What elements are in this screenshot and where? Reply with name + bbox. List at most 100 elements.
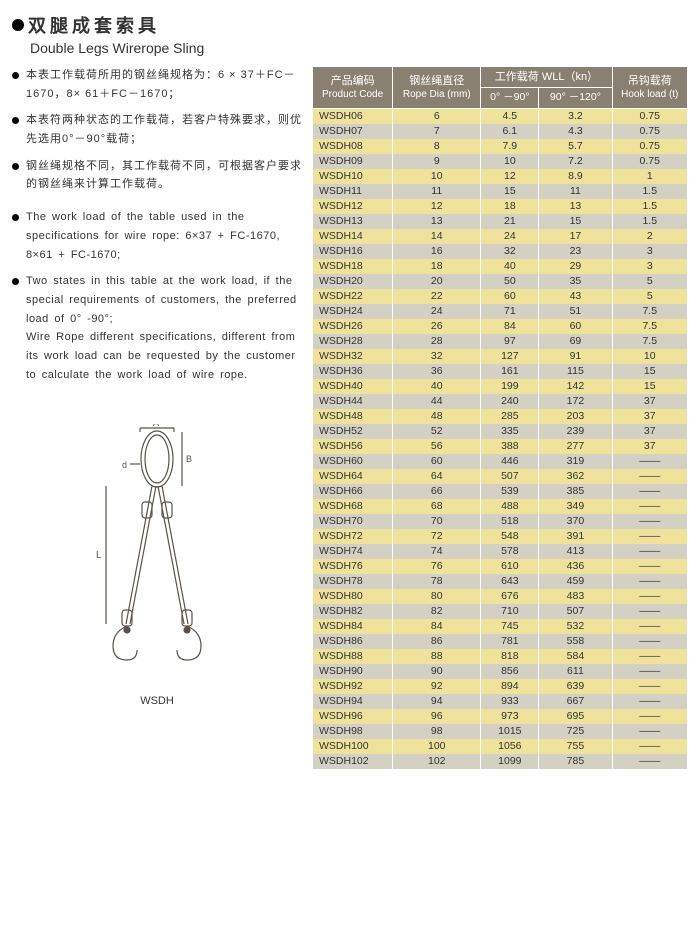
table-cell: WSDH66 [313, 484, 393, 499]
table-cell: WSDH36 [313, 364, 393, 379]
table-cell: 51 [539, 304, 612, 319]
table-row: WSDH8888818584—— [313, 649, 688, 664]
table-cell: WSDH98 [313, 724, 393, 739]
table-cell: 40 [481, 259, 539, 274]
note-item: Two states in this table at the work loa… [12, 272, 302, 384]
table-cell: 80 [393, 589, 481, 604]
table-row: WSDH98981015725—— [313, 724, 688, 739]
table-cell: WSDH86 [313, 634, 393, 649]
table-cell: 755 [539, 739, 612, 754]
table-cell: 29 [539, 259, 612, 274]
table-cell: 5 [612, 274, 687, 289]
table-row: WSDH181840293 [313, 259, 688, 274]
table-cell: —— [612, 739, 687, 754]
table-cell: 894 [481, 679, 539, 694]
table-row: WSDH0776.14.30.75 [313, 124, 688, 139]
table-cell: 94 [393, 694, 481, 709]
table-cell: 72 [393, 529, 481, 544]
table-cell: 446 [481, 454, 539, 469]
th-wll: 工作载荷 WLL（kn） [481, 67, 612, 88]
table-cell: 285 [481, 409, 539, 424]
table-cell: 161 [481, 364, 539, 379]
table-cell: 7.5 [612, 304, 687, 319]
table-cell: 0.75 [612, 108, 687, 124]
table-cell: —— [612, 679, 687, 694]
table-cell: WSDH88 [313, 649, 393, 664]
table-cell: 818 [481, 649, 539, 664]
table-cell: WSDH48 [313, 409, 393, 424]
table-cell: 10 [612, 349, 687, 364]
table-row: WSDH141424172 [313, 229, 688, 244]
table-cell: 1099 [481, 754, 539, 769]
table-cell: —— [612, 604, 687, 619]
table-cell: 362 [539, 469, 612, 484]
table-cell: 56 [393, 439, 481, 454]
table-cell: —— [612, 634, 687, 649]
table-cell: 1056 [481, 739, 539, 754]
table-cell: 24 [393, 304, 481, 319]
table-cell: 15 [612, 364, 687, 379]
table-body: WSDH0664.53.20.75WSDH0776.14.30.75WSDH08… [313, 108, 688, 769]
table-cell: —— [612, 724, 687, 739]
table-cell: WSDH96 [313, 709, 393, 724]
table-cell: 0.75 [612, 154, 687, 169]
right-column: 产品编码 Product Code 钢丝绳直径 Rope Dia (mm) 工作… [312, 66, 688, 769]
table-cell: 22 [393, 289, 481, 304]
table-row: WSDH9494933667—— [313, 694, 688, 709]
table-cell: 3 [612, 259, 687, 274]
table-cell: 745 [481, 619, 539, 634]
table-cell: 37 [612, 394, 687, 409]
table-cell: —— [612, 559, 687, 574]
table-cell: 973 [481, 709, 539, 724]
svg-text:d: d [122, 460, 127, 470]
table-header: 产品编码 Product Code 钢丝绳直径 Rope Dia (mm) 工作… [313, 67, 688, 109]
table-row: WSDH525233523937 [313, 424, 688, 439]
table-cell: WSDH26 [313, 319, 393, 334]
table-cell: WSDH102 [313, 754, 393, 769]
table-row: WSDH9292894639—— [313, 679, 688, 694]
title-row: 双腿成套索具 [12, 12, 688, 38]
table-cell: WSDH92 [313, 679, 393, 694]
table-cell: 483 [539, 589, 612, 604]
table-cell: 50 [481, 274, 539, 289]
table-cell: 9 [393, 154, 481, 169]
table-cell: 611 [539, 664, 612, 679]
sling-diagram-svg: A B d [82, 424, 232, 684]
table-cell: 370 [539, 514, 612, 529]
diagram: A B d [12, 424, 302, 707]
table-cell: WSDH12 [313, 199, 393, 214]
table-cell: 32 [393, 349, 481, 364]
table-cell: WSDH22 [313, 289, 393, 304]
table-cell: —— [612, 574, 687, 589]
table-cell: 84 [393, 619, 481, 634]
table-cell: WSDH08 [313, 139, 393, 154]
table-cell: 92 [393, 679, 481, 694]
table-row: WSDH484828520337 [313, 409, 688, 424]
table-cell: 8 [393, 139, 481, 154]
table-cell: 97 [481, 334, 539, 349]
table-cell: 115 [539, 364, 612, 379]
table-cell: 74 [393, 544, 481, 559]
table-cell: 643 [481, 574, 539, 589]
table-cell: 37 [612, 439, 687, 454]
table-cell: 127 [481, 349, 539, 364]
table-cell: 76 [393, 559, 481, 574]
table-cell: WSDH78 [313, 574, 393, 589]
table-cell: 37 [612, 409, 687, 424]
table-cell: 12 [481, 169, 539, 184]
table-cell: 3.2 [539, 108, 612, 124]
table-row: WSDH8484745532—— [313, 619, 688, 634]
table-row: WSDH111115111.5 [313, 184, 688, 199]
table-cell: 14 [393, 229, 481, 244]
table-cell: 26 [393, 319, 481, 334]
table-cell: 60 [393, 454, 481, 469]
table-row: WSDH242471517.5 [313, 304, 688, 319]
table-cell: 8.9 [539, 169, 612, 184]
table-cell: 507 [539, 604, 612, 619]
table-cell: 71 [481, 304, 539, 319]
th-wll-b: 90° －120° [539, 88, 612, 109]
table-cell: 91 [539, 349, 612, 364]
th-hook: 吊钩载荷 Hook load (t) [612, 67, 687, 109]
table-cell: 68 [393, 499, 481, 514]
table-row: WSDH6868488349—— [313, 499, 688, 514]
